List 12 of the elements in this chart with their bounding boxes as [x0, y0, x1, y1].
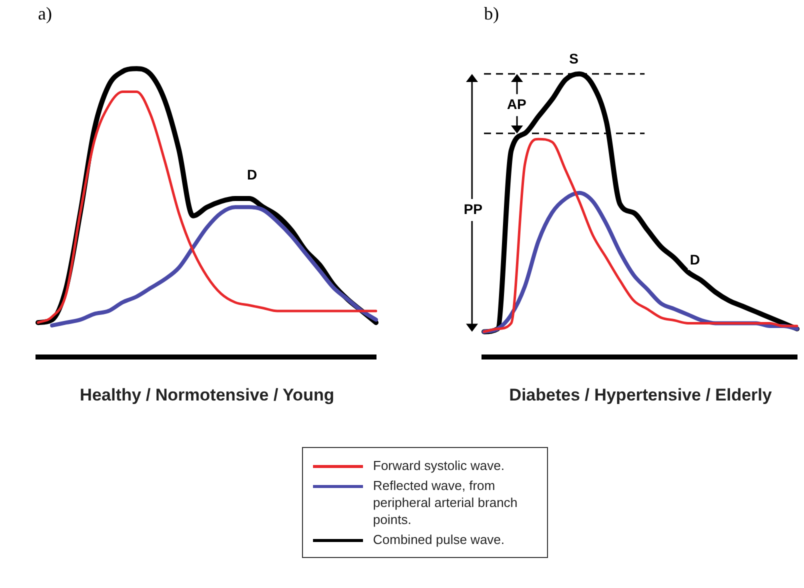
- chart-title: b): [484, 4, 499, 24]
- legend-label: Combined pulse wave.: [373, 531, 506, 548]
- annotation: PP: [464, 200, 482, 217]
- chart-title: a): [38, 4, 52, 24]
- annotation: D: [690, 252, 700, 268]
- x-axis-title: Diabetes / Hypertensive / Elderly: [509, 385, 772, 404]
- legend-label: Forward systolic wave.: [373, 457, 506, 474]
- legend-label: Reflected wave, from peripheral arterial branch points.: [373, 477, 519, 528]
- x-axis-title: Healthy / Normotensive / Young: [80, 385, 334, 404]
- annotation: AP: [506, 96, 526, 112]
- annotation: D: [247, 166, 258, 182]
- text: S: [569, 50, 578, 67]
